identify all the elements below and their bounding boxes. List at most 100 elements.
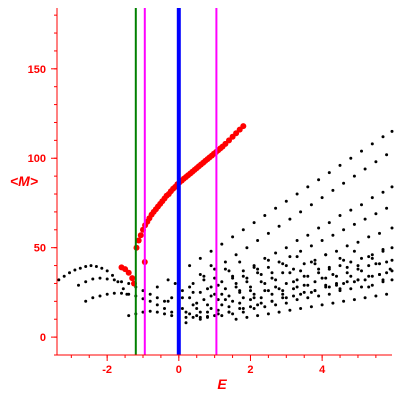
data-point xyxy=(274,285,278,289)
data-point xyxy=(331,233,335,237)
data-point xyxy=(170,310,174,314)
data-point xyxy=(374,294,378,298)
x-tick-label: 2 xyxy=(247,364,253,376)
data-point xyxy=(227,294,231,298)
data-point xyxy=(302,283,306,287)
data-point xyxy=(338,163,342,167)
data-point xyxy=(241,269,245,273)
data-point xyxy=(345,265,349,269)
data-point xyxy=(198,317,202,321)
data-point xyxy=(127,282,131,285)
data-point xyxy=(288,271,292,275)
data-point xyxy=(324,253,328,257)
data-point xyxy=(127,292,131,296)
data-point xyxy=(385,153,389,157)
data-point xyxy=(121,287,125,291)
data-point xyxy=(238,301,242,305)
data-point xyxy=(245,246,249,250)
data-point xyxy=(292,267,295,271)
data-point xyxy=(191,315,195,319)
data-point xyxy=(277,224,281,228)
data-point xyxy=(105,292,109,296)
data-point xyxy=(170,314,174,318)
data-point xyxy=(191,303,195,307)
data-point xyxy=(306,185,310,189)
y-tick-label: 0 xyxy=(40,332,46,344)
data-point xyxy=(209,264,213,268)
data-point xyxy=(155,285,159,289)
data-point xyxy=(148,299,152,303)
data-point xyxy=(292,280,295,284)
data-point xyxy=(227,310,231,314)
data-point xyxy=(299,249,303,253)
data-point xyxy=(306,296,310,300)
data-point xyxy=(360,203,363,207)
data-point xyxy=(249,285,252,289)
data-point xyxy=(180,289,184,293)
data-point xyxy=(234,282,238,285)
data-point xyxy=(220,242,224,246)
data-point xyxy=(342,181,346,185)
data-point xyxy=(342,299,346,303)
data-point xyxy=(360,269,363,273)
data-point xyxy=(216,308,220,312)
y-axis-label: <M> xyxy=(10,173,38,189)
data-point xyxy=(173,282,177,285)
data-point xyxy=(352,222,356,226)
data-point xyxy=(390,246,394,250)
data-point xyxy=(378,262,381,266)
data-point xyxy=(105,277,109,281)
data-point xyxy=(249,289,252,293)
x-tick-label: -2 xyxy=(102,364,112,376)
data-point xyxy=(266,231,270,235)
data-point xyxy=(370,274,374,278)
data-point xyxy=(335,249,338,253)
data-point xyxy=(352,174,356,178)
data-point xyxy=(313,280,317,284)
data-point xyxy=(89,264,93,268)
data-point xyxy=(256,271,260,275)
data-point xyxy=(299,210,303,214)
data-point xyxy=(356,278,360,282)
data-point xyxy=(352,298,356,302)
data-point xyxy=(252,265,256,269)
data-point xyxy=(112,291,116,295)
data-point xyxy=(324,276,328,280)
x-tick-label: 0 xyxy=(176,364,182,376)
data-point xyxy=(313,262,317,266)
data-point xyxy=(241,274,245,278)
data-point xyxy=(234,285,238,289)
x-tick-label: 4 xyxy=(319,364,326,376)
data-point xyxy=(216,312,220,316)
data-point xyxy=(166,278,170,282)
data-point xyxy=(390,185,394,189)
data-point xyxy=(249,305,252,309)
data-point xyxy=(295,285,299,289)
data-point xyxy=(299,292,303,296)
data-point xyxy=(259,296,263,300)
data-point xyxy=(231,276,235,280)
data-point xyxy=(241,228,245,232)
data-point xyxy=(259,280,263,284)
data-point xyxy=(249,298,252,302)
data-point xyxy=(191,282,195,285)
data-point xyxy=(188,312,192,316)
data-point xyxy=(349,208,353,212)
data-point xyxy=(277,287,281,291)
y-tick-label: 100 xyxy=(28,153,46,165)
data-point xyxy=(252,292,256,296)
data-point xyxy=(135,237,142,244)
data-point xyxy=(327,265,331,269)
data-point xyxy=(356,240,360,244)
data-point xyxy=(141,310,145,314)
data-point xyxy=(370,256,374,260)
data-point xyxy=(320,239,324,242)
data-point xyxy=(223,287,227,291)
data-point xyxy=(309,244,313,248)
data-point xyxy=(105,269,109,273)
data-point xyxy=(213,276,217,280)
data-point xyxy=(220,292,224,296)
data-point xyxy=(367,235,371,239)
